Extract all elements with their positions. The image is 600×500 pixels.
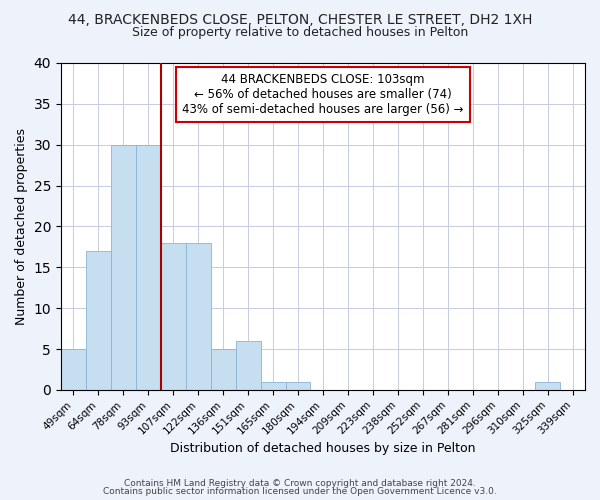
Bar: [61, 349, 86, 390]
Bar: [260, 382, 286, 390]
X-axis label: Distribution of detached houses by size in Pelton: Distribution of detached houses by size …: [170, 442, 476, 455]
Bar: [236, 341, 260, 390]
Bar: [535, 382, 560, 390]
Text: Size of property relative to detached houses in Pelton: Size of property relative to detached ho…: [132, 26, 468, 39]
Text: 44, BRACKENBEDS CLOSE, PELTON, CHESTER LE STREET, DH2 1XH: 44, BRACKENBEDS CLOSE, PELTON, CHESTER L…: [68, 12, 532, 26]
Bar: [211, 349, 236, 390]
Bar: [161, 243, 185, 390]
Text: Contains public sector information licensed under the Open Government Licence v3: Contains public sector information licen…: [103, 487, 497, 496]
Text: 44 BRACKENBEDS CLOSE: 103sqm
← 56% of detached houses are smaller (74)
43% of se: 44 BRACKENBEDS CLOSE: 103sqm ← 56% of de…: [182, 73, 464, 116]
Y-axis label: Number of detached properties: Number of detached properties: [15, 128, 28, 325]
Bar: [286, 382, 310, 390]
Bar: [185, 243, 211, 390]
Bar: [136, 144, 161, 390]
Text: Contains HM Land Registry data © Crown copyright and database right 2024.: Contains HM Land Registry data © Crown c…: [124, 478, 476, 488]
Bar: [111, 144, 136, 390]
Bar: [86, 251, 111, 390]
